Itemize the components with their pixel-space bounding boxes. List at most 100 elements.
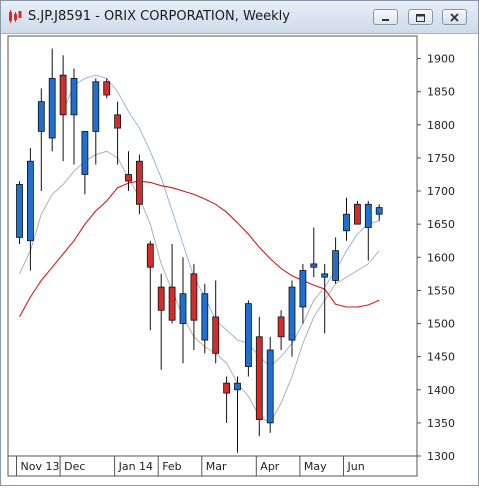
candle <box>70 68 78 165</box>
candle-body <box>299 270 307 308</box>
candle-body <box>223 382 231 394</box>
candle <box>190 263 198 351</box>
candle-body <box>26 160 34 242</box>
candle-body <box>59 74 67 116</box>
candle-body <box>212 316 220 354</box>
candle <box>26 147 34 271</box>
candle <box>125 151 132 192</box>
candle <box>212 280 220 364</box>
minimize-button[interactable] <box>373 9 398 25</box>
candle-body <box>190 273 198 321</box>
candle <box>288 280 296 357</box>
y-axis: 1900 1850 1800 1750 1700 1650 1600 1550 1500 1450… <box>417 53 455 463</box>
candle-body <box>255 336 263 420</box>
plot-frame <box>7 35 418 477</box>
candle-body <box>157 286 165 311</box>
candle-body <box>343 213 350 232</box>
candle-body <box>168 286 176 321</box>
x-tick-label: Apr <box>260 460 280 473</box>
candle <box>103 78 111 99</box>
candle <box>244 300 252 377</box>
close-icon <box>450 13 459 22</box>
candle-body <box>332 250 340 281</box>
candle <box>81 131 89 195</box>
candle-body <box>135 160 143 205</box>
candlestick-app-icon <box>9 10 22 23</box>
candle-body <box>277 316 285 338</box>
candle <box>266 336 274 433</box>
x-tick-label: Jan 14 <box>118 460 153 473</box>
candle <box>364 200 372 261</box>
candle <box>310 227 318 278</box>
maximize-icon <box>416 14 425 22</box>
candle-body <box>201 293 209 341</box>
maximize-button[interactable] <box>408 9 433 25</box>
candle <box>179 257 187 364</box>
candle <box>135 154 143 215</box>
y-tick-label: 1650 <box>427 218 455 231</box>
y-tick-label: 1900 <box>427 53 455 66</box>
candle-body <box>125 174 132 182</box>
candle-body <box>234 382 241 391</box>
title-bar[interactable]: S.JP.J8591 - ORIX CORPORATION, Weekly <box>1 1 478 34</box>
candle <box>299 263 307 324</box>
candle <box>48 48 56 152</box>
candle-body <box>310 263 318 268</box>
candle <box>234 376 241 453</box>
candle-body <box>375 207 383 215</box>
x-tick-label: Nov 13 <box>21 460 60 473</box>
candle-body <box>81 131 89 175</box>
candle <box>255 316 263 437</box>
y-tick-label: 1500 <box>427 318 455 331</box>
y-tick-label: 1750 <box>427 152 455 165</box>
ma-line-gray <box>19 150 380 424</box>
candle <box>353 200 361 225</box>
close-button[interactable] <box>442 9 467 25</box>
y-tick-label: 1700 <box>427 185 455 198</box>
x-tick-label: Dec <box>64 460 85 473</box>
candle <box>321 263 329 334</box>
candle <box>201 283 209 354</box>
candle-body <box>37 101 45 132</box>
y-tick-label: 1400 <box>427 384 455 397</box>
candle-body <box>146 243 154 268</box>
ma-line-light-blue <box>62 74 380 368</box>
candle-body <box>16 184 23 238</box>
y-tick-label: 1550 <box>427 284 455 297</box>
price-chart: 1900 1850 1800 1750 1700 1650 1600 1550 1500 1450… <box>7 35 455 477</box>
candle <box>332 237 340 284</box>
x-axis: Nov 13 Dec Jan 14 Feb Mar Apr May Jun <box>8 455 417 476</box>
candle <box>343 197 350 241</box>
y-tick-label: 1350 <box>427 417 455 430</box>
candle-body <box>353 203 361 225</box>
candle <box>168 244 176 324</box>
candle <box>114 101 121 165</box>
x-tick-label: May <box>304 460 327 473</box>
candle <box>92 78 100 165</box>
y-tick-label: 1300 <box>427 450 455 463</box>
candle-body <box>92 81 100 132</box>
candlesticks <box>16 48 383 453</box>
candle-body <box>70 78 78 116</box>
y-tick-label: 1600 <box>427 251 455 264</box>
candle-body <box>179 293 187 324</box>
candle-body <box>266 349 274 424</box>
x-tick-label: Feb <box>162 460 181 473</box>
moving-averages <box>19 74 380 424</box>
candle <box>223 376 231 423</box>
candle <box>375 204 383 221</box>
window-title: S.JP.J8591 - ORIX CORPORATION, Weekly <box>28 9 290 24</box>
candle <box>157 273 165 370</box>
candle-body <box>114 114 121 129</box>
candle-body <box>288 286 296 341</box>
candle <box>37 88 45 192</box>
candle-body <box>48 78 56 139</box>
y-tick-label: 1800 <box>427 119 455 132</box>
candle <box>59 55 67 162</box>
minimize-icon <box>382 19 389 21</box>
candle <box>146 240 154 331</box>
candle-body <box>364 203 372 228</box>
candle-body <box>321 273 329 278</box>
candle <box>277 310 285 351</box>
